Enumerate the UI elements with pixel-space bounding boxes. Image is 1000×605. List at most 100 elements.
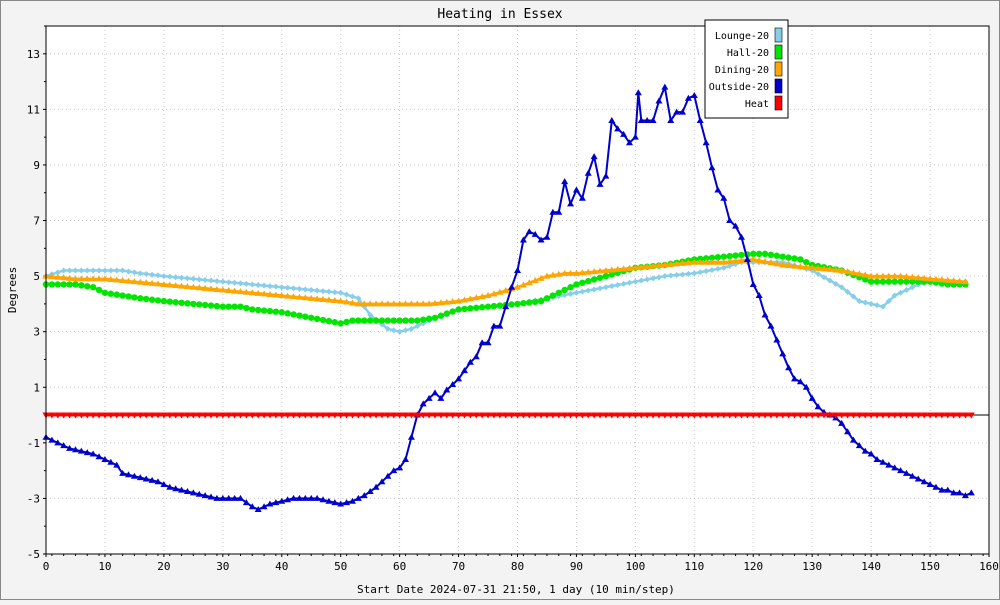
data-point — [466, 412, 474, 419]
data-point — [337, 297, 345, 304]
data-point — [891, 412, 899, 419]
data-point — [596, 267, 604, 274]
x-tick-label: 120 — [743, 560, 763, 573]
data-point — [737, 233, 745, 240]
data-point — [425, 300, 433, 307]
data-point — [608, 116, 616, 123]
data-point — [584, 412, 592, 419]
data-point — [478, 293, 486, 300]
data-point — [920, 478, 928, 485]
data-point — [643, 116, 651, 123]
x-tick-label: 40 — [275, 560, 288, 573]
data-point — [655, 97, 663, 104]
data-point — [331, 412, 339, 419]
data-point — [266, 500, 274, 507]
data-point — [637, 116, 645, 123]
data-point — [714, 254, 722, 261]
data-point — [437, 299, 445, 306]
data-point — [726, 252, 733, 260]
data-point — [78, 282, 85, 289]
data-point — [808, 394, 816, 401]
data-point — [48, 281, 56, 288]
data-point — [402, 317, 409, 324]
data-point — [407, 433, 415, 440]
data-point — [620, 412, 628, 419]
data-point — [855, 270, 863, 277]
data-point — [207, 493, 215, 500]
data-point — [396, 300, 404, 307]
data-point — [490, 302, 498, 310]
data-point — [319, 412, 327, 419]
data-point — [137, 270, 144, 277]
data-point — [537, 412, 545, 419]
data-point — [708, 254, 716, 261]
legend-swatch — [774, 78, 783, 94]
data-point — [549, 292, 557, 299]
data-point — [455, 306, 462, 313]
data-point — [808, 412, 816, 419]
data-point — [867, 450, 875, 457]
data-point — [755, 412, 763, 419]
data-point — [796, 378, 804, 385]
data-point — [419, 300, 427, 307]
data-point — [879, 272, 887, 279]
data-point — [697, 269, 704, 276]
data-point — [849, 412, 857, 419]
y-tick-label: 11 — [27, 103, 40, 116]
data-point — [266, 307, 274, 315]
data-point — [319, 316, 327, 324]
data-point — [290, 285, 297, 292]
data-point — [602, 272, 610, 280]
data-point — [266, 290, 274, 297]
data-point — [661, 261, 669, 268]
data-point — [908, 472, 916, 479]
data-point — [525, 412, 533, 419]
data-point — [130, 278, 138, 285]
data-point — [77, 412, 85, 419]
data-point — [496, 412, 504, 419]
data-point — [602, 412, 610, 419]
data-point — [119, 277, 127, 284]
data-point — [295, 412, 303, 419]
data-point — [655, 262, 663, 269]
data-point — [874, 302, 881, 309]
data-point — [625, 412, 633, 419]
data-point — [655, 274, 662, 281]
data-point — [903, 287, 910, 293]
data-point — [101, 267, 108, 274]
data-point — [396, 328, 403, 335]
data-point — [720, 194, 728, 201]
data-point — [160, 412, 168, 419]
data-point — [154, 272, 161, 279]
data-point — [307, 494, 315, 501]
data-point — [231, 279, 238, 286]
data-point — [726, 258, 734, 265]
data-point — [856, 298, 863, 305]
data-point — [761, 258, 769, 265]
data-point — [814, 403, 822, 410]
data-point — [290, 311, 297, 318]
data-point — [832, 412, 840, 419]
data-point — [278, 284, 285, 291]
data-point — [361, 317, 368, 324]
data-point — [384, 325, 391, 332]
data-point — [249, 306, 256, 313]
data-point — [767, 412, 775, 419]
data-point — [183, 487, 191, 494]
data-point — [243, 280, 250, 287]
data-point — [178, 274, 185, 281]
y-tick-label: 7 — [33, 215, 40, 228]
data-point — [738, 251, 745, 259]
data-point — [826, 277, 833, 284]
data-point — [455, 297, 463, 304]
data-point — [590, 268, 598, 275]
x-tick-label: 70 — [452, 560, 465, 573]
data-point — [178, 486, 186, 493]
x-tick-label: 140 — [861, 560, 881, 573]
data-point — [355, 295, 362, 302]
data-point — [932, 483, 940, 490]
data-point — [72, 267, 79, 274]
data-point — [213, 285, 221, 292]
data-point — [484, 292, 492, 299]
